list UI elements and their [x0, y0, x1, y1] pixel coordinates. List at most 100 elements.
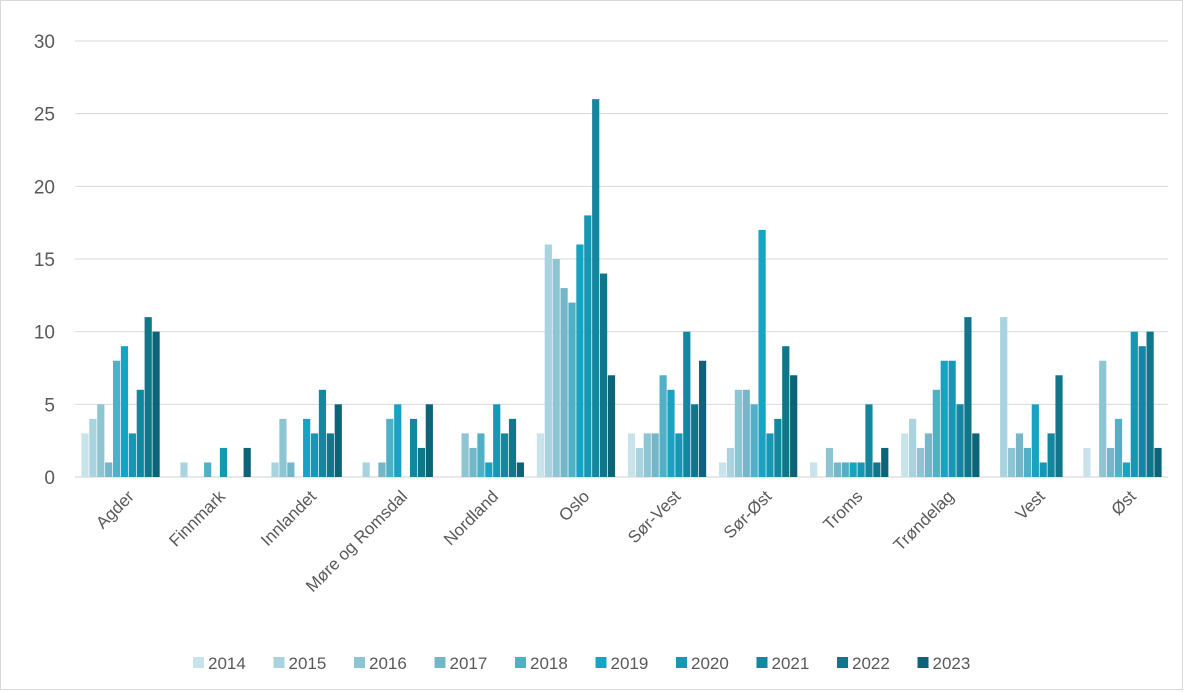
legend-label: 2020	[691, 654, 729, 673]
x-category-label: Sør-Øst	[720, 487, 776, 543]
bar-2021-10	[1047, 433, 1055, 477]
bar-2018-9	[932, 389, 940, 477]
y-tick-label: 25	[34, 105, 55, 126]
bar-2019-5	[576, 244, 584, 477]
bar-2020-4	[493, 404, 501, 477]
bar-2023-2	[334, 404, 342, 477]
bar-2017-10	[1015, 433, 1024, 477]
bar-2022-8	[873, 462, 881, 477]
bar-2022-3	[417, 447, 426, 477]
y-tick-label: 30	[34, 32, 55, 53]
legend-label: 2016	[369, 654, 407, 673]
bar-2014-8	[810, 462, 818, 477]
bar-2020-2	[310, 433, 319, 477]
legend-swatch-2018	[515, 657, 526, 668]
bar-2021-2	[318, 389, 327, 477]
bar-2018-8	[841, 462, 849, 477]
bar-2019-4	[485, 462, 493, 477]
legend-swatch-2016	[354, 657, 365, 668]
legend-swatch-2014	[193, 657, 204, 668]
legend-swatch-2023	[917, 657, 929, 668]
legend-label: 2017	[450, 654, 488, 673]
x-category-label: Nordland	[440, 487, 502, 549]
x-category-label: Oslo	[555, 487, 593, 525]
y-tick-label: 10	[34, 323, 55, 344]
bar-2023-11	[1154, 447, 1162, 477]
bar-2019-11	[1122, 462, 1131, 477]
legend-label: 2014	[208, 654, 246, 673]
bar-2015-5	[544, 244, 552, 477]
bar-2021-5	[592, 99, 600, 477]
legend-swatch-2019	[595, 657, 607, 668]
bar-2015-9	[909, 418, 917, 477]
bar-2022-4	[508, 418, 517, 477]
bar-2022-10	[1055, 375, 1063, 477]
legend-label: 2023	[933, 654, 971, 673]
bar-2019-10	[1031, 404, 1039, 477]
bar-2015-0	[89, 418, 97, 477]
bar-2017-9	[924, 433, 933, 477]
bar-2018-1	[204, 462, 212, 477]
x-category-label: Møre og Romsdal	[302, 487, 411, 596]
bar-2019-2	[303, 418, 311, 477]
bar-2016-5	[552, 259, 560, 477]
bar-2020-6	[675, 433, 683, 477]
bar-2023-6	[698, 360, 707, 477]
legend-label: 2022	[852, 654, 890, 673]
y-tick-label: 0	[44, 468, 55, 489]
bar-2020-9	[948, 360, 956, 477]
bar-2015-1	[180, 462, 188, 477]
bar-2022-6	[691, 404, 699, 477]
bar-2023-7	[790, 375, 798, 477]
bar-2017-11	[1107, 447, 1115, 477]
x-category-label: Finnmark	[165, 487, 229, 551]
bar-2019-9	[940, 360, 948, 477]
legend: 2014 2015 2016 2017 2018 2019 2020 2021 2022 2023	[193, 654, 970, 673]
bar-2014-11	[1083, 447, 1091, 477]
bar-2018-3	[386, 418, 394, 477]
gridlines	[75, 40, 1168, 478]
bar-2016-6	[643, 433, 651, 477]
bar-2021-7	[774, 418, 782, 477]
legend-label: 2018	[530, 654, 568, 673]
bar-2021-0	[136, 389, 144, 477]
legend-label: 2021	[772, 654, 810, 673]
bar-2018-10	[1023, 447, 1032, 477]
bar-2017-6	[651, 433, 659, 477]
bar-2015-3	[362, 462, 370, 477]
legend-swatch-2017	[434, 657, 446, 668]
y-axis: 0 5 10 15 20 25 30	[34, 32, 55, 489]
x-category-label: Sør-Vest	[624, 487, 684, 547]
y-tick-label: 15	[34, 250, 55, 271]
bar-2022-11	[1146, 331, 1154, 477]
legend-label: 2015	[289, 654, 327, 673]
bar-2018-6	[659, 375, 667, 477]
bar-2021-6	[683, 331, 691, 477]
bar-2019-3	[394, 404, 402, 477]
bar-2014-7	[718, 462, 727, 477]
bar-2018-11	[1114, 418, 1123, 477]
bar-2015-10	[1000, 317, 1008, 477]
bar-2016-11	[1099, 360, 1107, 477]
legend-swatch-2021	[756, 657, 768, 668]
bar-2020-0	[128, 433, 136, 477]
bar-2016-7	[734, 389, 742, 477]
bar-2014-9	[901, 433, 909, 477]
bar-2021-9	[956, 404, 964, 477]
bar-2018-4	[477, 433, 485, 477]
bar-2016-4	[461, 433, 469, 477]
bar-2019-7	[758, 229, 766, 477]
legend-swatch-2020	[676, 657, 687, 668]
bar-2017-7	[742, 389, 750, 477]
x-category-label: Trøndelag	[890, 487, 958, 555]
bar-2021-11	[1138, 346, 1146, 477]
bar-2017-5	[560, 288, 568, 477]
x-category-label: Troms	[819, 487, 866, 534]
bars	[81, 99, 1162, 477]
bar-2022-7	[782, 346, 790, 477]
x-category-label: Vest	[1012, 487, 1049, 524]
x-category-label: Øst	[1108, 487, 1140, 519]
bar-2022-9	[964, 317, 972, 477]
